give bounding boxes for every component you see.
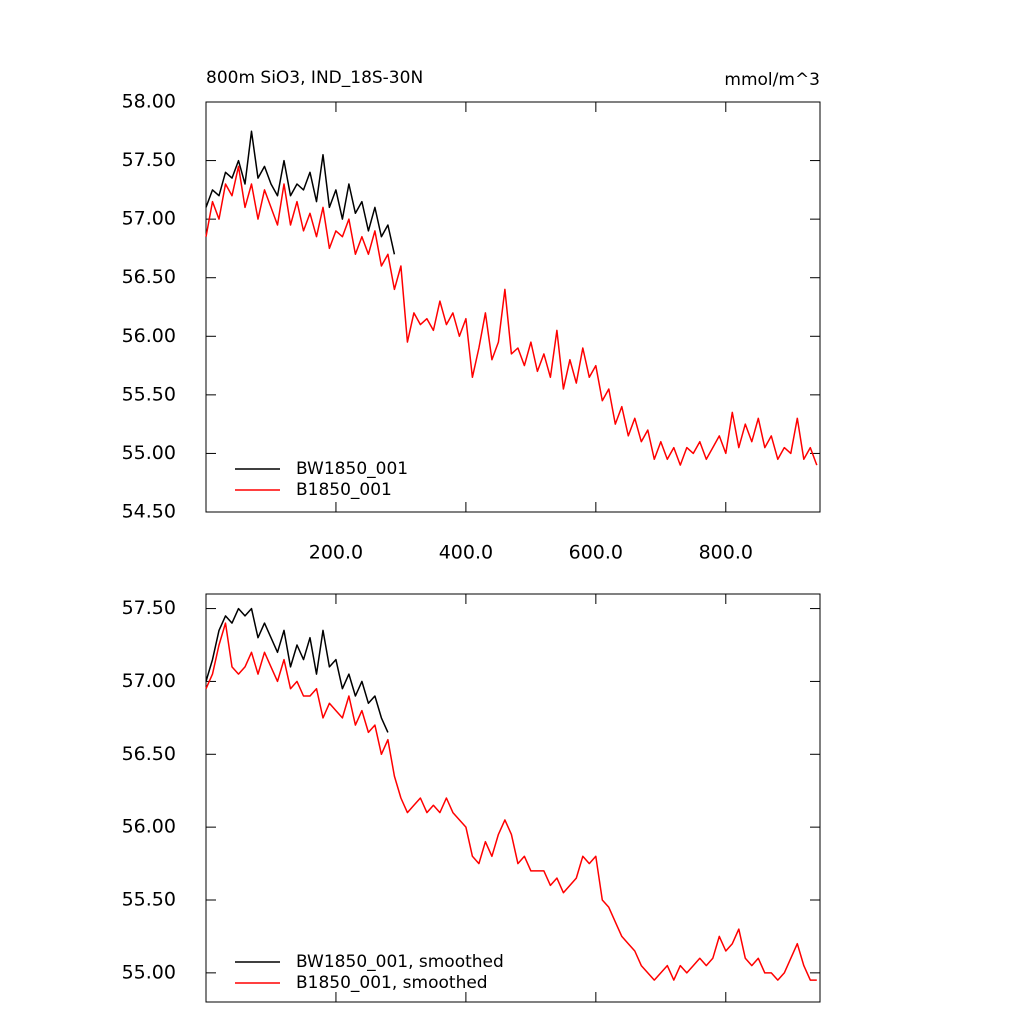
legend-label: BW1850_001 bbox=[296, 459, 408, 479]
y-tick-label: 56.00 bbox=[122, 325, 176, 347]
panel-title: 800m SiO3, IND_18S-30N bbox=[206, 68, 423, 88]
legend-label: B1850_001 bbox=[296, 480, 392, 500]
x-tick-label: 400.0 bbox=[439, 542, 493, 564]
x-tick-label: 600.0 bbox=[569, 542, 623, 564]
y-tick-label: 57.50 bbox=[122, 149, 176, 171]
plot-frame bbox=[205, 593, 821, 1003]
y-tick-label: 57.00 bbox=[122, 670, 176, 692]
y-tick-label: 56.00 bbox=[122, 816, 176, 838]
y-tick-label: 55.50 bbox=[122, 889, 176, 911]
series-line bbox=[205, 607, 389, 733]
y-tick-label: 55.00 bbox=[122, 961, 176, 983]
y-tick-label: 54.50 bbox=[122, 501, 176, 523]
y-tick-label: 55.50 bbox=[122, 383, 176, 405]
x-tick-label: 200.0 bbox=[309, 542, 363, 564]
y-tick-label: 55.00 bbox=[122, 442, 176, 464]
plot-frame bbox=[205, 101, 821, 513]
legend-label: B1850_001, smoothed bbox=[296, 973, 488, 993]
series-line bbox=[205, 165, 818, 466]
legend-label: BW1850_001, smoothed bbox=[296, 952, 504, 972]
series-line bbox=[205, 622, 817, 981]
units-label: mmol/m^3 bbox=[724, 70, 820, 90]
y-tick-label: 56.50 bbox=[122, 266, 176, 288]
x-tick-label: 800.0 bbox=[699, 542, 753, 564]
series-line bbox=[205, 130, 396, 255]
y-tick-label: 56.50 bbox=[122, 743, 176, 765]
y-tick-label: 58.00 bbox=[122, 91, 176, 113]
y-tick-label: 57.00 bbox=[122, 208, 176, 230]
y-tick-label: 57.50 bbox=[122, 597, 176, 619]
